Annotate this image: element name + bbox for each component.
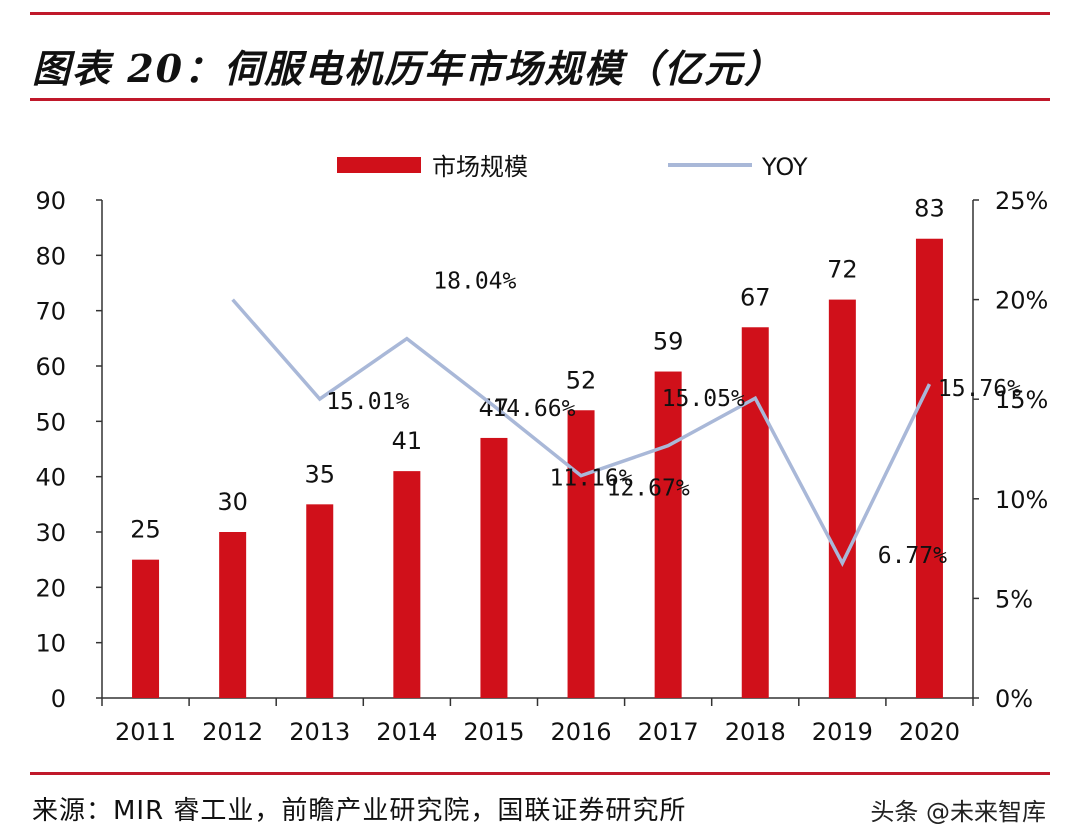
bar-value-label: 25 xyxy=(130,516,161,544)
watermark: 头条 @未来智库 xyxy=(870,798,1046,826)
yoy-value-label: 15.76% xyxy=(938,376,1021,402)
bar xyxy=(567,410,595,698)
bar-value-label: 59 xyxy=(653,328,684,356)
bottom-rule xyxy=(30,772,1050,775)
yoy-value-label: 12.67% xyxy=(607,476,690,502)
yoy-value-label: 15.01% xyxy=(326,389,409,415)
bar xyxy=(654,371,682,698)
x-tick-label: 2016 xyxy=(551,718,612,746)
chart-title: 图表 20：伺服电机历年市场规模（亿元） xyxy=(32,46,785,91)
bar-value-label: 52 xyxy=(566,366,597,394)
x-tick-label: 2012 xyxy=(202,718,263,746)
x-tick-label: 2015 xyxy=(463,718,524,746)
left-tick-label: 60 xyxy=(35,353,66,381)
yoy-value-label: 11.16% xyxy=(550,466,633,492)
bar xyxy=(915,238,943,698)
yoy-value-label: 6.77% xyxy=(878,543,947,569)
right-tick-label: 15% xyxy=(995,386,1048,414)
left-tick-label: 20 xyxy=(35,574,66,602)
legend-label-line: YOY xyxy=(761,153,808,181)
legend-swatch-bar xyxy=(337,157,421,173)
x-tick-label: 2019 xyxy=(812,718,873,746)
left-tick-label: 50 xyxy=(35,408,66,436)
right-tick-label: 25% xyxy=(995,187,1048,215)
title-rule xyxy=(30,98,1050,101)
right-tick-label: 0% xyxy=(995,685,1033,713)
bar-value-label: 67 xyxy=(740,283,771,311)
yoy-value-label: 14.66% xyxy=(492,396,575,422)
top-rule xyxy=(30,12,1050,15)
bar xyxy=(393,471,421,698)
right-tick-label: 10% xyxy=(995,486,1048,514)
bar-value-label: 72 xyxy=(827,256,858,284)
right-tick-label: 20% xyxy=(995,287,1048,315)
source-note: 来源：MIR 睿工业，前瞻产业研究院，国联证券研究所 xyxy=(32,796,687,826)
yoy-value-label: 18.04% xyxy=(433,269,516,295)
x-tick-label: 2011 xyxy=(115,718,176,746)
right-tick-label: 5% xyxy=(995,585,1033,613)
legend-label-bar: 市场规模 xyxy=(432,153,528,181)
bar-value-label: 83 xyxy=(914,195,945,223)
bar xyxy=(219,532,247,698)
bar-value-label: 35 xyxy=(304,460,335,488)
bar-value-label: 41 xyxy=(392,427,423,455)
bar xyxy=(480,437,508,698)
yoy-line xyxy=(231,298,932,568)
bar xyxy=(741,327,769,698)
bar xyxy=(306,504,334,698)
left-tick-label: 80 xyxy=(35,242,66,270)
bar xyxy=(132,559,160,698)
left-tick-label: 0 xyxy=(51,685,66,713)
x-tick-label: 2017 xyxy=(638,718,699,746)
yoy-value-label: 15.05% xyxy=(662,386,745,412)
bar-value-label: 30 xyxy=(217,488,248,516)
x-tick-label: 2013 xyxy=(289,718,350,746)
left-tick-label: 10 xyxy=(35,630,66,658)
x-tick-label: 2014 xyxy=(376,718,437,746)
x-tick-label: 2018 xyxy=(725,718,786,746)
x-tick-label: 2020 xyxy=(899,718,960,746)
left-tick-label: 40 xyxy=(35,464,66,492)
left-tick-label: 90 xyxy=(35,187,66,215)
left-tick-label: 30 xyxy=(35,519,66,547)
bar xyxy=(828,299,856,698)
left-tick-label: 70 xyxy=(35,298,66,326)
chart: 0 10 20 30 40 50 60 70 80 90 0% 5% 10% 15% 20% 25% 2011 2… xyxy=(35,153,1048,746)
